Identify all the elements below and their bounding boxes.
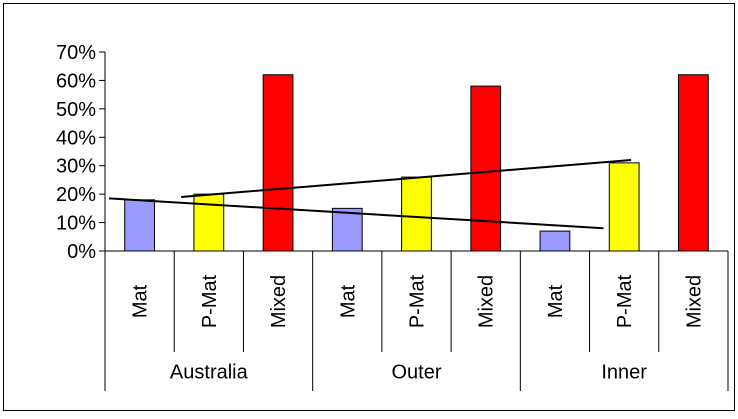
bar-mat-australia [124, 199, 155, 252]
x-axis: Mat P-Mat Mixed Australia Mat P-Mat Mixed Outer… [104, 250, 729, 391]
x-category-label: P-Mat [407, 274, 429, 328]
trendline-p-mat [181, 159, 632, 198]
bar-mixed-inner [678, 74, 709, 252]
y-tick-label: 60% [56, 70, 96, 92]
bar-mat-inner [539, 230, 571, 252]
x-category-label: Mixed [268, 275, 290, 328]
y-tick-label: 40% [56, 127, 96, 149]
x-category-label: Mat [545, 284, 567, 318]
bar-p-mat-outer [401, 176, 432, 252]
x-group-label: Inner [601, 362, 647, 384]
x-category-label: P-Mat [199, 274, 221, 328]
y-tick-label: 10% [56, 213, 96, 235]
bar-p-mat-australia [193, 193, 225, 252]
bar-mat-outer [331, 207, 363, 252]
x-category-label: P-Mat [614, 274, 636, 328]
x-category-label: Mixed [683, 275, 705, 328]
x-category-label: Mat [337, 284, 359, 318]
x-category-label: Mixed [476, 275, 498, 328]
y-tick-label: 50% [56, 99, 96, 121]
trendline-mat [108, 197, 604, 230]
trendlines [108, 159, 632, 230]
y-tick-label: 70% [56, 42, 96, 64]
x-group-label: Outer [391, 362, 441, 384]
bars [124, 74, 709, 252]
y-axis: 0% 10% 20% 30% 40% 50% 60% 70% [56, 42, 106, 263]
y-tick-label: 30% [56, 156, 96, 178]
bar-mixed-australia [262, 74, 294, 252]
x-category-label: Mat [130, 284, 152, 318]
bar-mixed-outer [470, 85, 502, 252]
y-tick-label: 0% [67, 241, 96, 263]
bar-p-mat-inner [608, 162, 640, 252]
x-group-label: Australia [170, 362, 249, 384]
y-tick-label: 20% [56, 184, 96, 206]
